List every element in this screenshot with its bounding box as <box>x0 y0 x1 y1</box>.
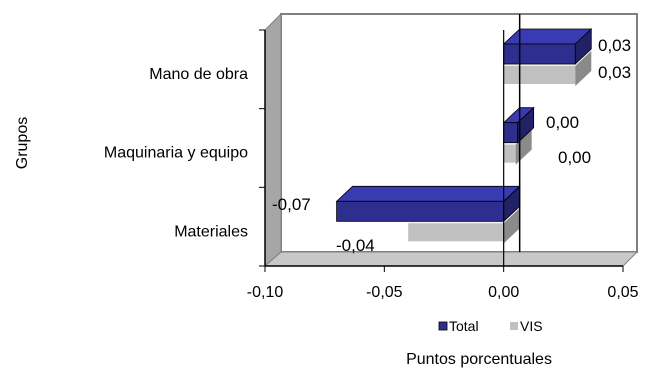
bar-front-face <box>503 43 576 65</box>
data-label-total-maquinaria-y-equipo: 0,00 <box>546 113 579 132</box>
bar-top-face <box>335 185 521 202</box>
x-tick-label: -0,10 <box>247 284 284 301</box>
x-tick-label: 0,05 <box>607 284 638 301</box>
data-label-vis-mano-de-obra: 0,03 <box>598 63 631 82</box>
bar-total-mano-de-obra <box>502 28 593 65</box>
legend-swatch-vis <box>510 322 518 330</box>
bar-side-face <box>517 106 535 144</box>
bar-side-face <box>575 51 592 86</box>
zero-line-group <box>503 14 521 266</box>
y-axis-title: Grupos <box>14 117 31 169</box>
x-ticks: -0,10 -0,05 0,00 0,05 <box>247 29 639 301</box>
legend: Total VIS <box>438 318 543 334</box>
data-label-vis-maquinaria-y-equipo: 0,00 <box>558 148 591 167</box>
bar-front-face <box>503 122 519 144</box>
category-label-maquinaria-y-equipo: Maquinaria y equipo <box>104 145 248 162</box>
bar-front-face <box>503 66 576 84</box>
bar-side-face <box>503 208 520 244</box>
bar-side-face <box>574 28 592 65</box>
side-wall <box>264 12 282 268</box>
data-label-vis-materiales: -0,04 <box>336 236 375 255</box>
bar-total-materiales <box>335 185 521 223</box>
x-axis-title: Puntos porcentuales <box>406 351 552 368</box>
bar-total-maquinaria-y-equipo <box>502 106 535 144</box>
category-labels: Mano de obra Maquinaria y equipo Materiale… <box>104 66 248 240</box>
x-tick-label: 0,00 <box>488 284 519 301</box>
bar-front-face <box>408 223 504 242</box>
data-labels: 0,03 0,03 0,00 0,00 -0,07 -0,04 <box>272 36 631 255</box>
floor <box>263 251 639 267</box>
data-label-total-mano-de-obra: 0,03 <box>598 36 631 55</box>
legend-label-vis: VIS <box>520 318 543 334</box>
data-label-total-materiales: -0,07 <box>272 195 311 214</box>
x-tick-label: -0,05 <box>366 284 403 301</box>
legend-swatch-total <box>438 321 448 331</box>
category-label-mano-de-obra: Mano de obra <box>149 66 248 83</box>
bar-front-face <box>503 144 516 163</box>
category-label-materiales: Materiales <box>174 223 248 240</box>
bar-front-face <box>336 200 505 222</box>
legend-label-total: Total <box>449 318 479 334</box>
